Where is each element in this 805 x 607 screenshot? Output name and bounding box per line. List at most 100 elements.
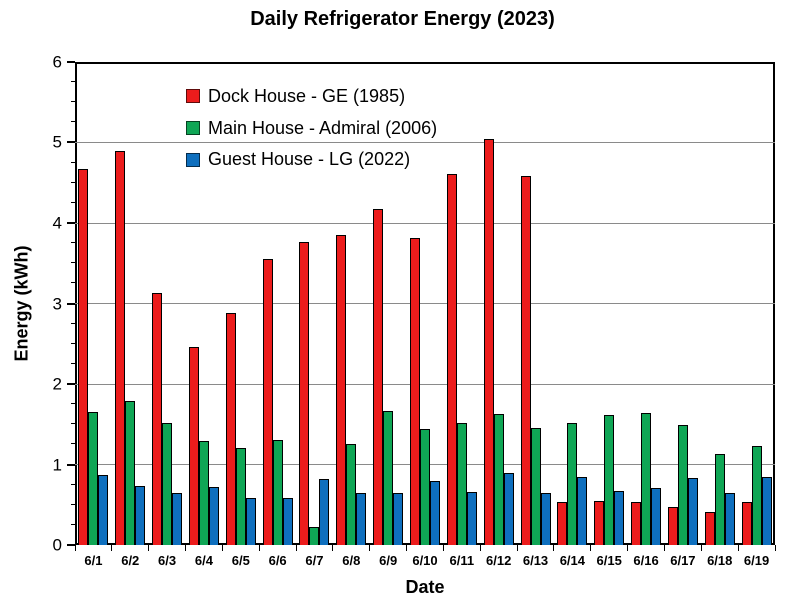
bar-group-6/11 (446, 62, 477, 545)
x-tick-label-6/7: 6/7 (305, 553, 324, 568)
legend-item-1: Main House - Admiral (2006) (186, 118, 437, 139)
bar-main-house-6/4 (198, 441, 209, 545)
x-tick-label-6/13: 6/13 (522, 553, 549, 568)
x-tick-13 (553, 545, 555, 551)
legend-label-0: Dock House - GE (1985) (208, 86, 406, 106)
y-minor-tick-4.5 (71, 181, 75, 183)
gridline-y-3 (75, 303, 775, 304)
bar-group-6/4 (188, 62, 219, 545)
legend-swatch-icon (186, 89, 200, 104)
y-major-tick-4 (67, 221, 75, 224)
bar-dock-house-6/11 (446, 173, 457, 545)
x-tick-3 (185, 545, 187, 551)
bar-group-6/12 (483, 62, 514, 545)
y-minor-tick-1.25 (71, 443, 75, 445)
gridline-y-2 (75, 383, 775, 385)
bar-group-6/15 (594, 62, 625, 545)
x-tick-label-6/2: 6/2 (121, 553, 140, 568)
bar-guest-house-6/2 (135, 486, 146, 545)
bar-guest-house-6/18 (724, 492, 735, 545)
x-tick-label-6/14: 6/14 (559, 553, 586, 568)
chart-title: Daily Refrigerator Energy (2023) (250, 8, 555, 30)
bar-guest-house-6/12 (503, 473, 514, 545)
y-minor-tick-3.25 (71, 282, 75, 284)
y-minor-tick-0.75 (71, 483, 75, 485)
y-minor-tick-5.5 (71, 101, 75, 103)
y-major-tick-2 (67, 382, 75, 385)
bar-main-house-6/19 (751, 446, 762, 545)
x-tick-label-6/17: 6/17 (670, 553, 696, 568)
x-tick-18 (737, 545, 739, 551)
y-minor-tick-4.25 (71, 201, 75, 203)
bar-main-house-6/2 (125, 400, 136, 545)
bar-main-house-6/14 (567, 422, 578, 545)
bar-dock-house-6/5 (225, 313, 236, 545)
bar-group-6/16 (631, 62, 662, 545)
bar-dock-house-6/10 (410, 238, 420, 545)
x-tick-14 (590, 545, 592, 551)
bar-main-house-6/11 (456, 423, 467, 545)
y-major-tick-0 (67, 544, 75, 546)
legend-item-2: Guest House - LG (2022) (186, 149, 437, 170)
bar-dock-house-6/18 (704, 512, 715, 545)
y-minor-tick-1.5 (71, 423, 75, 425)
y-axis-title-area: Energy (kWh) (0, 62, 44, 545)
x-tick-16 (663, 545, 665, 551)
bar-dock-house-6/4 (188, 346, 199, 545)
bar-dock-house-6/16 (631, 501, 642, 545)
y-minor-tick-2.25 (71, 362, 75, 364)
x-axis-title: Date (405, 577, 445, 597)
y-minor-tick-0.5 (71, 503, 75, 505)
x-tick-label-6/18: 6/18 (707, 553, 733, 568)
bar-guest-house-6/16 (651, 487, 662, 545)
y-minor-tick-3.5 (71, 262, 75, 264)
bar-guest-house-6/5 (245, 498, 256, 545)
bar-dock-house-6/7 (299, 241, 310, 545)
bar-main-house-6/9 (383, 411, 394, 545)
bar-dock-house-6/15 (594, 500, 605, 545)
x-tick-19 (774, 545, 776, 551)
legend: Dock House - GE (1985) Main House - Admir… (186, 86, 437, 181)
bar-group-6/8 (336, 62, 367, 545)
y-major-tick-5 (67, 141, 75, 144)
bar-guest-house-6/6 (282, 497, 293, 545)
bar-group-6/10 (410, 62, 440, 545)
bar-guest-house-6/4 (208, 487, 219, 545)
bar-group-6/1 (78, 62, 109, 545)
y-tick-label-6: 6 (52, 52, 62, 72)
bar-main-house-6/8 (346, 443, 357, 545)
bar-guest-house-6/10 (430, 480, 440, 545)
x-tick-4 (221, 545, 223, 551)
plot-area: 0 1 2 3 4 5 6 6/1 6/2 6/3 6/4 6/5 6/6 6/7 6/8 6/9 6/10 6… (53, 54, 776, 567)
y-minor-tick-2.75 (71, 322, 75, 324)
bar-dock-house-6/19 (741, 502, 752, 545)
legend-label-1: Main House - Admiral (2006) (208, 117, 438, 138)
x-tick-label-6/1: 6/1 (84, 553, 103, 568)
bar-main-house-6/1 (88, 412, 99, 545)
y-major-tick-1 (67, 463, 75, 466)
x-tick-label-6/12: 6/12 (486, 553, 512, 568)
bar-group-6/6 (262, 62, 293, 545)
bar-main-house-6/15 (604, 414, 615, 545)
legend-label-2: Guest House - LG (2022) (208, 149, 411, 170)
y-tick-label-1: 1 (52, 455, 62, 474)
bar-dock-house-6/17 (667, 507, 678, 545)
bar-guest-house-6/15 (614, 491, 625, 545)
bar-group-6/7 (299, 62, 330, 545)
bar-guest-house-6/11 (466, 491, 477, 545)
x-tick-8 (369, 545, 371, 551)
bar-group-6/9 (373, 62, 404, 545)
bar-group-6/13 (520, 62, 551, 545)
y-minor-tick-2.5 (71, 342, 75, 344)
bar-main-house-6/3 (162, 422, 173, 545)
bar-guest-house-6/7 (319, 479, 330, 545)
bar-main-house-6/13 (530, 428, 541, 545)
bar-dock-house-6/13 (520, 176, 531, 545)
y-tick-label-0: 0 (52, 535, 62, 555)
bar-dock-house-6/6 (262, 259, 273, 545)
bar-group-6/19 (741, 62, 772, 545)
bar-main-house-6/16 (641, 412, 652, 545)
x-tick-7 (332, 545, 334, 551)
bar-guest-house-6/1 (98, 474, 109, 545)
bar-dock-house-6/9 (373, 208, 384, 545)
